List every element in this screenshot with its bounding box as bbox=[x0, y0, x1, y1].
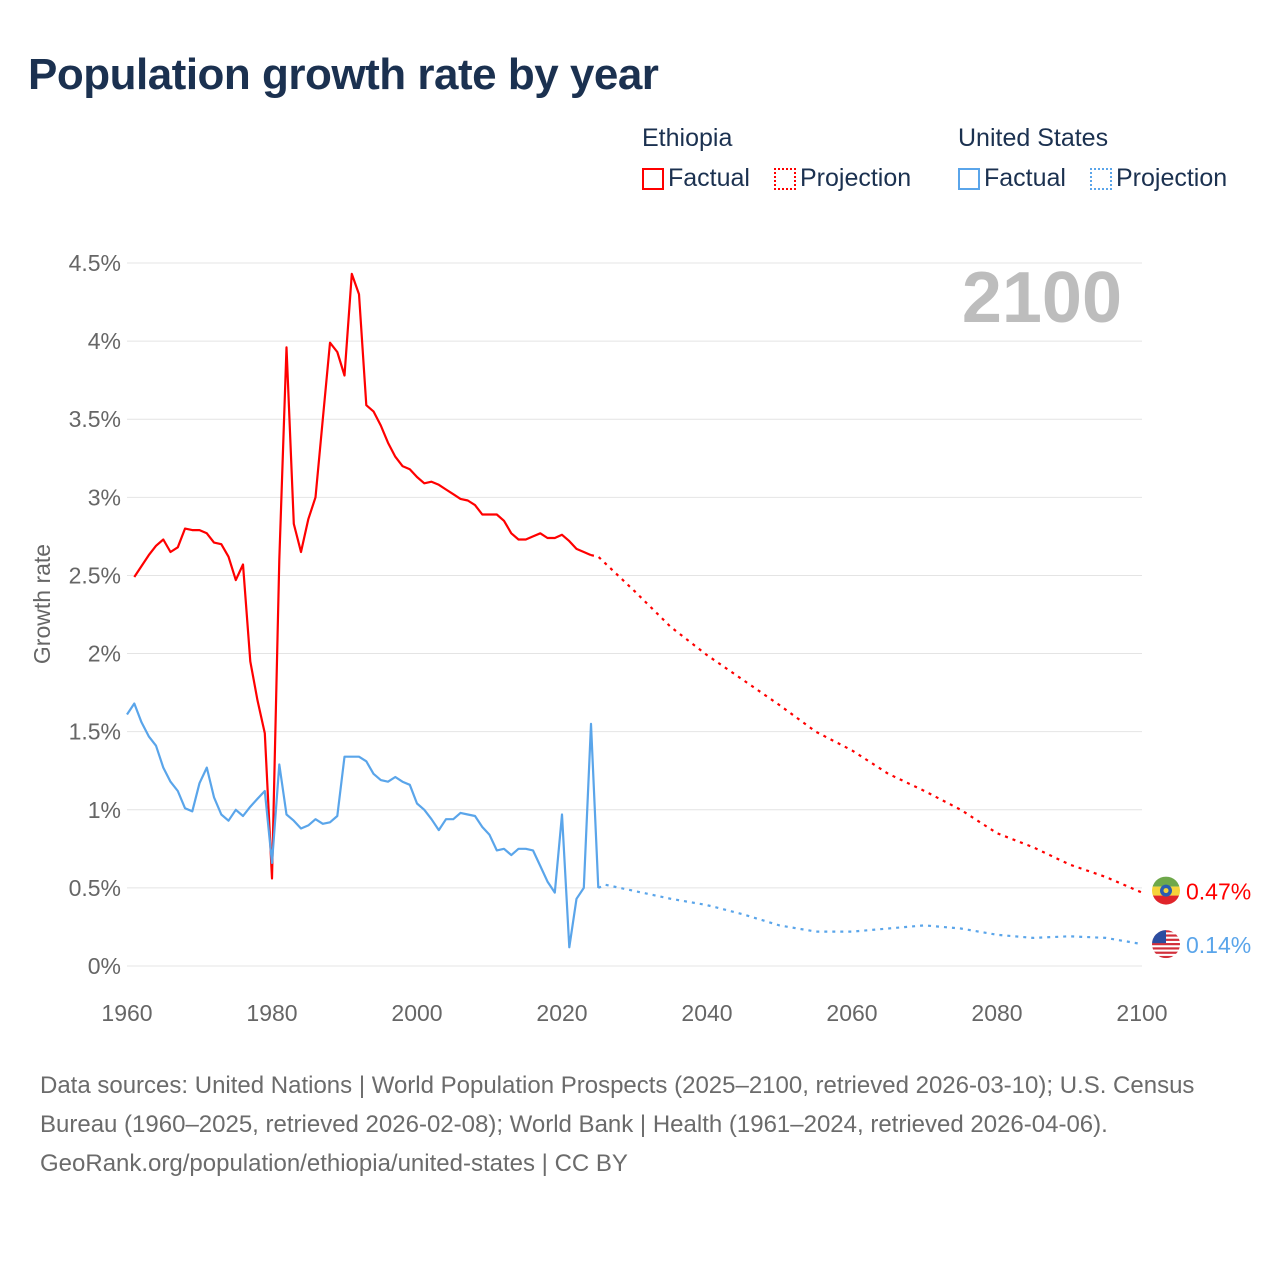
y-tick-label: 1.5% bbox=[69, 719, 121, 745]
y-tick-label: 0% bbox=[88, 953, 121, 979]
x-tick-label: 2000 bbox=[391, 1000, 442, 1026]
legend-swatch-dotted bbox=[1089, 167, 1112, 190]
united-states-projection-line bbox=[597, 883, 1143, 946]
legend-label: Projection bbox=[1115, 164, 1228, 192]
legend-ethiopia-projection[interactable]: Projection bbox=[773, 164, 912, 193]
x-tick-label: 2060 bbox=[826, 1000, 877, 1026]
legend-us-factual[interactable]: Factual bbox=[958, 164, 1066, 193]
ethiopia-projection-line bbox=[590, 554, 1143, 894]
y-axis-label: Growth rate bbox=[29, 544, 55, 664]
legend-label: Factual bbox=[668, 164, 750, 192]
legend-ethiopia-title: Ethiopia bbox=[642, 124, 733, 152]
legend-swatch-solid bbox=[958, 167, 980, 190]
united-states-factual-line bbox=[126, 702, 600, 949]
footer: Data sources: United Nations | World Pop… bbox=[40, 1066, 1240, 1183]
legend-swatch-solid bbox=[642, 167, 664, 190]
x-tick-label: 2020 bbox=[536, 1000, 587, 1026]
x-tick-label: 2040 bbox=[681, 1000, 732, 1026]
y-tick-label: 2% bbox=[88, 641, 121, 667]
y-tick-label: 1% bbox=[88, 797, 121, 823]
y-tick-label: 0.5% bbox=[69, 875, 121, 901]
legend-ethiopia: Ethiopia Factual Projection bbox=[642, 124, 929, 193]
x-tick-label: 2080 bbox=[971, 1000, 1022, 1026]
data-sources: Data sources: United Nations | World Pop… bbox=[40, 1072, 1195, 1138]
y-tick-label: 4% bbox=[88, 328, 121, 354]
united-states-end-label: 0.14% bbox=[1186, 932, 1251, 958]
year-indicator: 2100 bbox=[962, 258, 1122, 338]
x-tick-label: 1980 bbox=[246, 1000, 297, 1026]
x-tick-label: 1960 bbox=[101, 1000, 152, 1026]
legend-label: Factual bbox=[984, 164, 1066, 192]
united-states-flag-icon bbox=[1152, 930, 1180, 959]
x-tick-label: 2100 bbox=[1116, 1000, 1167, 1026]
y-tick-label: 4.5% bbox=[69, 250, 121, 276]
legend-us-projection[interactable]: Projection bbox=[1089, 164, 1228, 193]
ethiopia-end-label: 0.47% bbox=[1186, 879, 1251, 905]
chart-title: Population growth rate by year bbox=[28, 50, 659, 99]
legend-swatch-dotted bbox=[773, 167, 796, 190]
y-tick-label: 3.5% bbox=[69, 406, 121, 432]
legend-united-states: United States Factual Projection bbox=[958, 124, 1245, 193]
legend-label: Projection bbox=[799, 164, 912, 192]
legend-us-title: United States bbox=[958, 124, 1109, 152]
credit-link[interactable]: GeoRank.org/population/ethiopia/united-s… bbox=[40, 1150, 628, 1177]
ethiopia-factual-line bbox=[133, 272, 592, 880]
y-tick-label: 2.5% bbox=[69, 562, 121, 588]
y-tick-label: 3% bbox=[88, 484, 121, 510]
legend-ethiopia-factual[interactable]: Factual bbox=[642, 164, 750, 193]
ethiopia-flag-icon bbox=[1152, 876, 1180, 905]
